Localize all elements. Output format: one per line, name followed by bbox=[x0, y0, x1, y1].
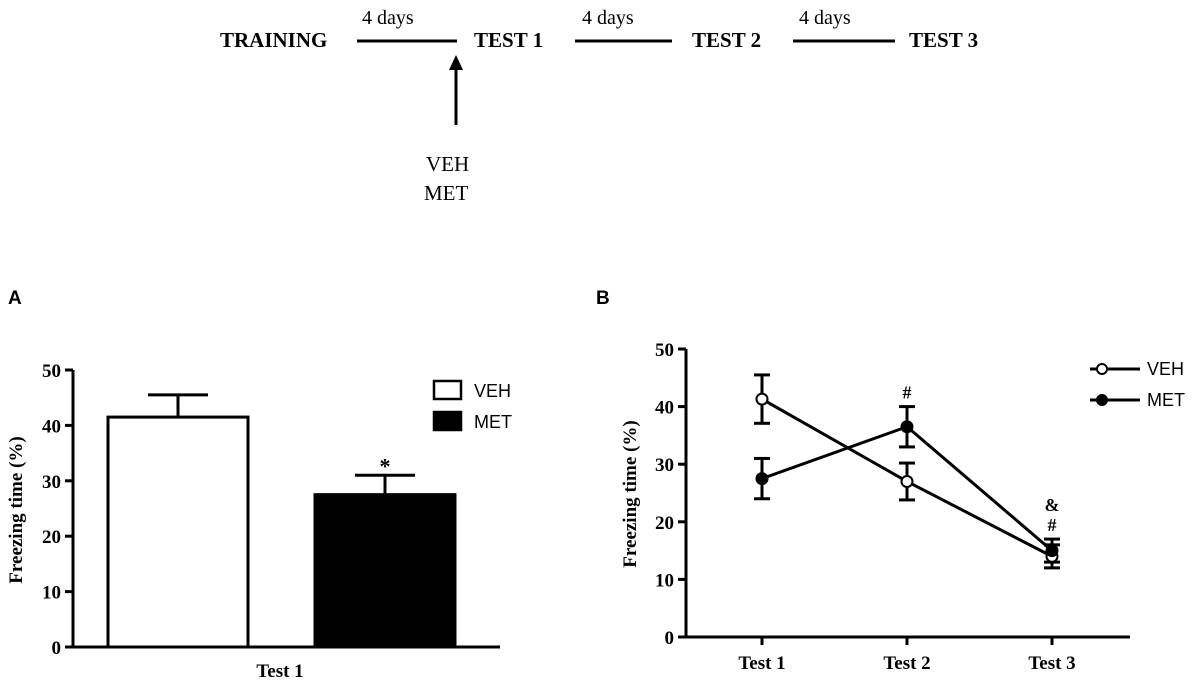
panel-b-marks: Test 1 Test 2 Test 3#&# bbox=[686, 373, 1130, 674]
panel-b-ytick-label-3: 30 bbox=[655, 455, 674, 476]
legend-veh-marker bbox=[1096, 363, 1108, 375]
panel-b-annotation-1: & bbox=[1045, 495, 1060, 515]
interval-label-1: 4 days bbox=[362, 7, 414, 29]
panel-a-chart: Freezing time (%) Test 1 0 10 20 30 40 50 * V… bbox=[6, 361, 512, 682]
panel-a-xlabel: Test 1 bbox=[256, 661, 303, 682]
point-met-2 bbox=[1045, 544, 1059, 558]
panel-b-xtick-label-1: Test 2 bbox=[883, 653, 930, 674]
treatment-arrow-head bbox=[449, 55, 463, 70]
treatment-met-label: MET bbox=[424, 181, 469, 205]
legend-veh-swatch bbox=[432, 379, 463, 401]
panel-b-legend: VEH MET bbox=[1090, 359, 1185, 410]
panel-b-ylabel: Freezing time (%) bbox=[620, 420, 641, 567]
legend-b-veh-label: VEH bbox=[1147, 359, 1184, 379]
interval-label-2: 4 days bbox=[582, 7, 634, 29]
legend-met-label: MET bbox=[474, 412, 512, 432]
panel-letter-b: B bbox=[596, 288, 610, 309]
stage-test-2: TEST 2 bbox=[692, 28, 761, 52]
panel-b-xtick-label-0: Test 1 bbox=[738, 653, 785, 674]
panel-b-annotation-0: # bbox=[903, 383, 912, 403]
timeline: TRAINING TEST 1 TEST 2 TEST 3 4 days 4 d… bbox=[220, 7, 978, 205]
point-met-1 bbox=[900, 420, 914, 434]
panel-a-ytick-label-3: 30 bbox=[42, 472, 61, 493]
panel-a-legend: VEH MET bbox=[432, 379, 512, 432]
legend-b-met-label: MET bbox=[1147, 390, 1185, 410]
panel-b-chart: Freezing time (%) 0 10 20 30 40 50 Test 1 Test… bbox=[620, 340, 1185, 674]
panel-a-ylabel: Freezing time (%) bbox=[6, 436, 27, 583]
panel-a-yticks: 0 10 20 30 40 50 bbox=[42, 361, 75, 659]
panel-b-ytick-label-0: 0 bbox=[665, 628, 675, 649]
legend-met-swatch bbox=[432, 410, 463, 432]
panel-b-xtick-label-2: Test 3 bbox=[1028, 653, 1075, 674]
bar-met bbox=[313, 493, 457, 649]
bar-veh bbox=[106, 415, 250, 649]
panel-a-ytick-label-4: 40 bbox=[42, 416, 61, 437]
interval-label-3: 4 days bbox=[799, 7, 851, 29]
panel-letter-a: A bbox=[8, 288, 22, 309]
legend-met-marker bbox=[1096, 394, 1108, 406]
stage-test-1: TEST 1 bbox=[474, 28, 543, 52]
panel-b-yticks: 0 10 20 30 40 50 bbox=[655, 340, 688, 649]
panel-b-ytick-label-2: 20 bbox=[655, 513, 674, 534]
panel-a-ytick-label-0: 0 bbox=[52, 638, 62, 659]
panel-a-ytick-label-5: 50 bbox=[42, 361, 61, 382]
panel-b-ytick-label-5: 50 bbox=[655, 340, 674, 361]
panel-a-marks: * bbox=[73, 393, 500, 649]
panel-b-ytick-label-1: 10 bbox=[655, 570, 674, 591]
point-veh-1 bbox=[900, 474, 914, 488]
panel-b-ytick-label-4: 40 bbox=[655, 398, 674, 419]
treatment-veh-label: VEH bbox=[426, 152, 469, 176]
panel-b-annotation-2: # bbox=[1048, 515, 1057, 535]
point-veh-0 bbox=[755, 392, 769, 406]
stage-test-3: TEST 3 bbox=[909, 28, 978, 52]
legend-veh-label: VEH bbox=[474, 381, 511, 401]
stage-training: TRAINING bbox=[220, 28, 327, 52]
panel-a-ytick-label-1: 10 bbox=[42, 583, 61, 604]
panel-a-annotation-0: * bbox=[380, 453, 391, 478]
point-met-0 bbox=[755, 472, 769, 486]
panel-a-ytick-label-2: 20 bbox=[42, 527, 61, 548]
